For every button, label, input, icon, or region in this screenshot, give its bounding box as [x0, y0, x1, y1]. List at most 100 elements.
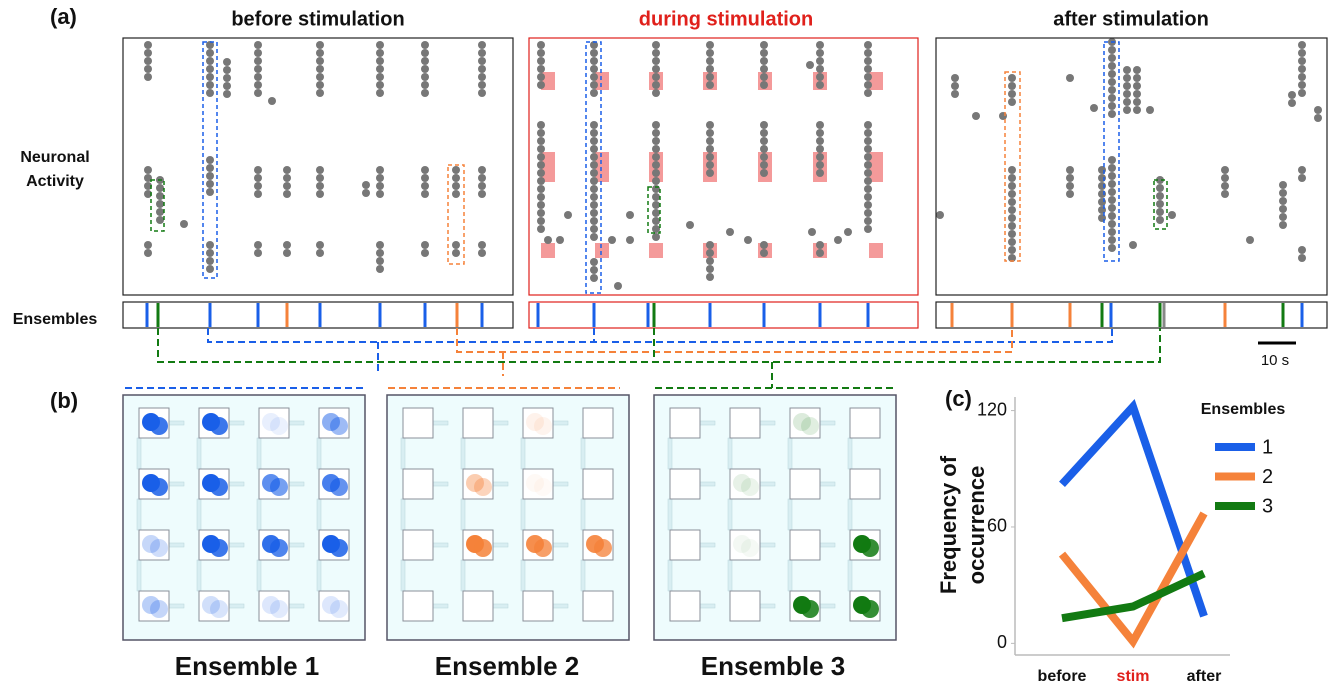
spike — [1314, 114, 1322, 122]
spike — [376, 49, 384, 57]
spike — [614, 282, 622, 290]
spike — [652, 137, 660, 145]
spike — [1008, 238, 1016, 246]
unit — [801, 600, 819, 618]
spike — [206, 65, 214, 73]
spike — [556, 236, 564, 244]
spike — [421, 89, 429, 97]
spike — [652, 57, 660, 65]
spike — [478, 41, 486, 49]
spike — [478, 73, 486, 81]
spike — [537, 129, 545, 137]
spike — [864, 201, 872, 209]
spike — [1108, 46, 1116, 54]
spike — [254, 81, 262, 89]
spike — [816, 249, 824, 257]
spike — [590, 41, 598, 49]
spike — [652, 217, 660, 225]
spike — [1298, 174, 1306, 182]
wire — [580, 437, 586, 470]
spike — [816, 145, 824, 153]
spike — [706, 169, 714, 177]
spike — [452, 190, 460, 198]
unit — [150, 478, 168, 496]
spike — [652, 73, 660, 81]
spike — [1066, 74, 1074, 82]
spike — [686, 221, 694, 229]
electrode — [669, 590, 701, 622]
electrode — [462, 590, 494, 622]
spike — [652, 225, 660, 233]
spike — [144, 57, 152, 65]
wire — [580, 498, 586, 531]
spike — [316, 73, 324, 81]
row-label: Activity — [26, 173, 84, 190]
spike — [626, 236, 634, 244]
connector — [207, 328, 1113, 343]
spike — [254, 166, 262, 174]
y-tick-label: 60 — [987, 516, 1007, 536]
spike — [1108, 236, 1116, 244]
spike — [1279, 197, 1287, 205]
spike — [1008, 206, 1016, 214]
spike — [1298, 254, 1306, 262]
spike — [652, 129, 660, 137]
spike — [206, 188, 214, 196]
spike — [421, 73, 429, 81]
spike — [1008, 230, 1016, 238]
spike — [652, 193, 660, 201]
spike — [1008, 198, 1016, 206]
spike — [206, 265, 214, 273]
spike — [864, 137, 872, 145]
spike — [268, 97, 276, 105]
y-tick-label: 120 — [977, 399, 1007, 419]
electrode — [789, 529, 821, 561]
row-label: Neuronal — [20, 149, 89, 166]
title: after stimulation — [1053, 8, 1209, 30]
spike — [421, 182, 429, 190]
spike — [816, 161, 824, 169]
stim-shade — [869, 72, 883, 90]
spike — [652, 41, 660, 49]
spike — [1246, 236, 1254, 244]
unit — [330, 600, 348, 618]
spike — [864, 57, 872, 65]
spike — [1008, 74, 1016, 82]
spike — [537, 169, 545, 177]
spike — [864, 81, 872, 89]
layout — [122, 37, 1328, 641]
spike — [537, 65, 545, 73]
spike — [1288, 99, 1296, 107]
spike — [144, 73, 152, 81]
spike — [421, 57, 429, 65]
series-line — [1058, 511, 1208, 649]
spike — [223, 66, 231, 74]
unit — [474, 539, 492, 557]
spike — [816, 153, 824, 161]
spike — [376, 182, 384, 190]
unit — [262, 596, 280, 614]
wire — [196, 559, 202, 592]
spike — [590, 193, 598, 201]
spike — [590, 274, 598, 282]
wire — [787, 559, 793, 592]
spike — [706, 73, 714, 81]
wire — [727, 437, 733, 470]
electrode — [402, 590, 434, 622]
spike — [706, 137, 714, 145]
spike — [590, 233, 598, 241]
spike — [706, 153, 714, 161]
spike — [706, 121, 714, 129]
spike — [254, 174, 262, 182]
wire — [787, 498, 793, 531]
spike — [537, 145, 545, 153]
stim-shade — [541, 243, 555, 258]
spike — [864, 209, 872, 217]
spike — [283, 166, 291, 174]
unit — [322, 413, 340, 431]
ensemble-label: Ensemble 3 — [701, 651, 846, 681]
ensemble-label: Ensemble 2 — [435, 651, 580, 681]
spike — [206, 49, 214, 57]
spike — [1008, 82, 1016, 90]
